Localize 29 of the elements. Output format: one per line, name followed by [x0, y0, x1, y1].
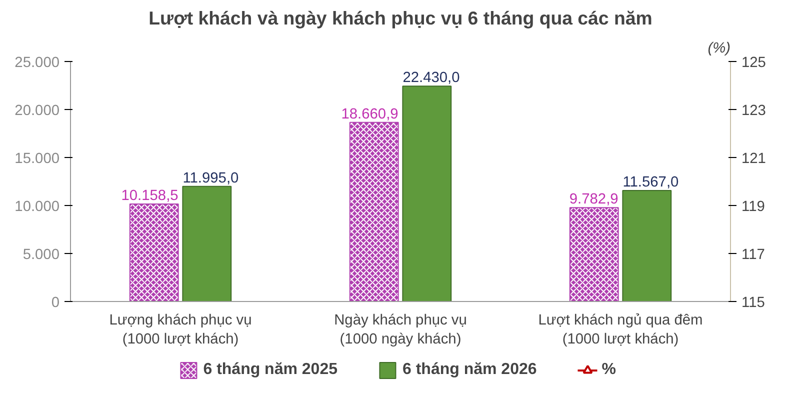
y-tick-label: 10.000	[14, 199, 60, 215]
bar	[182, 186, 232, 302]
y2-tick-label: 117	[742, 247, 765, 263]
y-tick-label: 0	[51, 295, 60, 311]
data-label: 18.660,9	[341, 106, 398, 122]
data-label: 10.158,5	[121, 188, 178, 204]
y2-tick-label: 115	[742, 295, 765, 311]
legend-label: %	[602, 361, 618, 379]
chart-title: Lượt khách và ngày khách phục vụ 6 tháng qua các năm	[148, 8, 652, 28]
y2-tick-label: 121	[742, 151, 766, 167]
y-tick-label: 25.000	[14, 55, 60, 71]
x-tick-label: Ngày khách phục vụ (1000 ngày khách)	[334, 312, 467, 348]
legend-label: 6 tháng năm 2025	[203, 361, 338, 379]
data-label: 9.782,9	[569, 192, 618, 208]
y2-tick-label: 123	[742, 103, 766, 119]
x-tick-label: Lượng khách phục vụ (1000 lượt khách)	[109, 312, 252, 348]
x-tick-label: Lượt khách ngủ qua đêm (1000 lượt khách)	[538, 312, 703, 348]
data-label: 11.995,0	[182, 170, 239, 186]
legend-label: 6 tháng năm 2026	[402, 361, 537, 379]
y-tick-label: 5.000	[22, 247, 60, 263]
data-label: 22.430,0	[402, 70, 460, 86]
y2-tick-label: 119	[742, 199, 765, 215]
y2-tick-label: 125	[742, 55, 766, 71]
y2-axis-title: (%)	[708, 40, 731, 56]
bar	[622, 190, 672, 302]
y-tick-label: 15.000	[14, 151, 60, 167]
bar	[402, 86, 452, 302]
y-tick-label: 20.000	[14, 103, 60, 119]
data-label: 11.567,0	[622, 174, 679, 190]
